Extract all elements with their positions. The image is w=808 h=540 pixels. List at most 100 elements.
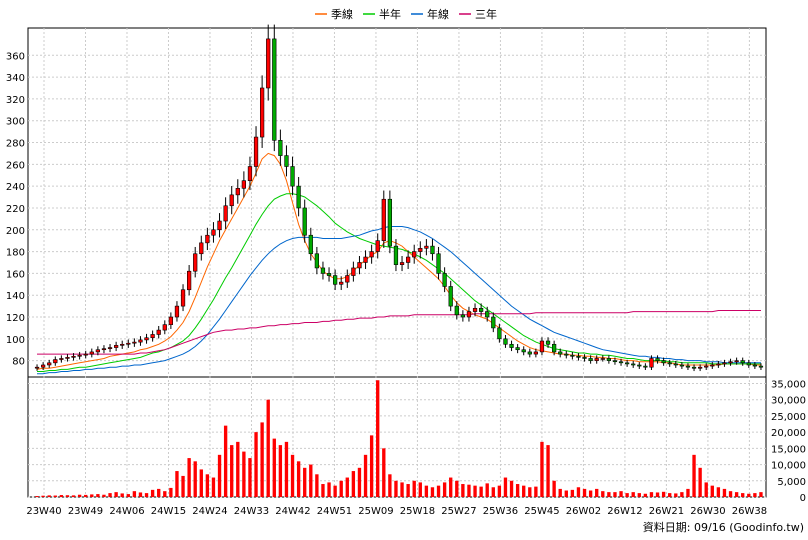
volume-bar xyxy=(333,485,337,497)
candle-body xyxy=(758,365,764,368)
candle-body xyxy=(746,362,751,366)
volume-bar xyxy=(108,493,112,497)
legend: 季線 半年 年線 三年 xyxy=(315,7,497,21)
candlestick xyxy=(65,354,70,362)
x-tick-1: 23W49 xyxy=(68,506,103,517)
volume-bar xyxy=(741,493,745,497)
candlestick xyxy=(132,338,137,347)
data-date-credit: 資料日期: 09/16 (Goodinfo.tw) xyxy=(643,520,804,534)
candlestick xyxy=(697,364,703,372)
candlestick xyxy=(302,199,307,243)
candlestick xyxy=(661,357,666,366)
volume-bar xyxy=(668,493,672,497)
candle-body xyxy=(71,355,76,358)
volume-bar xyxy=(114,492,118,497)
volume-bar xyxy=(84,494,88,497)
candle-body xyxy=(320,267,326,274)
candle-body xyxy=(284,155,289,167)
candlestick xyxy=(491,312,496,333)
candlestick xyxy=(101,345,107,354)
candle-body xyxy=(107,347,113,349)
candlestick xyxy=(728,358,733,366)
candlestick xyxy=(631,360,636,368)
candlestick xyxy=(430,239,435,261)
candle-body xyxy=(101,348,107,351)
candle-body xyxy=(241,180,247,189)
price-tick-220: 220 xyxy=(6,204,25,215)
candlestick xyxy=(704,363,709,371)
x-tick-5: 24W33 xyxy=(234,506,269,517)
candle-body xyxy=(296,185,301,209)
price-axis-ticks: 80 100 120 140 160 180 200 220 240 260 2… xyxy=(6,51,25,367)
volume-bar xyxy=(163,491,167,497)
candlestick xyxy=(387,190,392,254)
volume-bar xyxy=(266,399,270,497)
candle-body xyxy=(661,360,666,364)
x-tick-15: 26W21 xyxy=(649,506,684,517)
candlestick xyxy=(515,344,520,354)
candlestick xyxy=(606,355,611,364)
candle-body xyxy=(229,194,234,207)
volume-bar xyxy=(211,477,216,497)
candlestick xyxy=(107,344,113,353)
legend-label-three: 三年 xyxy=(475,7,497,21)
candlestick xyxy=(558,348,563,358)
volume-axis-ticks: 35,000 30,000 25,000 20,000 15,000 10,00… xyxy=(771,379,806,504)
candlestick xyxy=(582,354,587,362)
moving-average-lines xyxy=(36,152,761,375)
candle-body xyxy=(59,358,64,360)
volume-bar xyxy=(747,493,751,497)
candle-body xyxy=(697,366,703,369)
candlestick xyxy=(551,340,557,356)
candlestick xyxy=(442,267,447,293)
volume-bar xyxy=(412,480,416,497)
candlestick xyxy=(217,213,222,238)
volume-bar xyxy=(65,495,70,497)
candle-body xyxy=(114,345,119,348)
candle-body xyxy=(588,358,593,361)
volume-bar xyxy=(759,492,763,497)
candle-body xyxy=(412,251,417,258)
candlestick xyxy=(509,340,514,352)
candlestick xyxy=(89,348,94,358)
volume-tick-10000: 10,000 xyxy=(771,461,806,472)
candlestick xyxy=(150,330,155,342)
legend-label-quarter: 季線 xyxy=(331,7,353,21)
candlestick xyxy=(83,350,88,359)
price-tick-240: 240 xyxy=(6,182,25,193)
candle-body xyxy=(144,337,149,341)
x-tick-16: 26W30 xyxy=(690,506,725,517)
x-tick-10: 25W27 xyxy=(441,506,476,517)
candle-body xyxy=(558,351,563,355)
volume-tick-20000: 20,000 xyxy=(771,428,806,439)
volume-bar xyxy=(564,490,568,497)
volume-tick-0: 0 xyxy=(800,493,806,504)
price-tick-180: 180 xyxy=(6,248,25,259)
volume-bar xyxy=(570,489,575,497)
candlestick xyxy=(448,280,453,312)
candlestick xyxy=(326,267,332,282)
candle-body xyxy=(77,354,82,357)
candle-body xyxy=(722,362,727,365)
candlestick xyxy=(114,341,119,352)
volume-bar xyxy=(199,469,203,497)
candlestick xyxy=(545,337,551,348)
candle-body xyxy=(466,311,472,318)
candlestick xyxy=(229,186,234,215)
volume-bar xyxy=(728,491,733,497)
candlestick xyxy=(266,24,271,101)
volume-bar xyxy=(41,495,45,497)
volume-bar xyxy=(479,486,483,497)
volume-bar xyxy=(674,493,678,497)
price-tick-260: 260 xyxy=(6,160,25,171)
candlestick xyxy=(320,261,326,280)
volume-bar xyxy=(722,488,727,497)
volume-bar xyxy=(704,482,708,497)
volume-bar xyxy=(53,495,57,497)
candle-body xyxy=(740,360,745,364)
candle-body xyxy=(47,362,52,366)
candlestick xyxy=(59,355,64,363)
candlestick xyxy=(345,269,350,288)
x-tick-8: 25W09 xyxy=(358,506,393,517)
